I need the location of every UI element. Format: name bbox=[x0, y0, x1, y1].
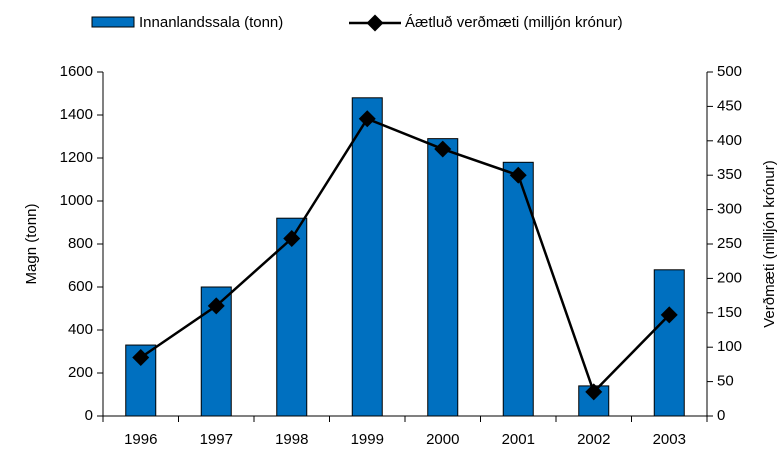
marker bbox=[509, 166, 527, 184]
marker bbox=[660, 306, 678, 324]
x-tick-label: 1999 bbox=[351, 431, 384, 448]
y2-tick-label: 100 bbox=[717, 338, 742, 355]
bar bbox=[578, 385, 610, 417]
legend-label: Innanlandssala (tonn) bbox=[139, 14, 283, 31]
y2-tick-label: 150 bbox=[717, 304, 742, 321]
y-tick-label: 1000 bbox=[60, 192, 93, 209]
y-tick-label: 800 bbox=[68, 235, 93, 252]
y-tick-label: 0 bbox=[85, 407, 93, 424]
bar bbox=[276, 217, 308, 417]
bar bbox=[351, 97, 383, 417]
y2-axis-title: Verðmæti (milljón krónur) bbox=[761, 160, 778, 328]
y2-tick-label: 300 bbox=[717, 201, 742, 218]
x-tick-label: 2000 bbox=[426, 431, 459, 448]
x-tick-label: 1997 bbox=[200, 431, 233, 448]
legend-marker bbox=[366, 14, 384, 32]
y2-tick-label: 50 bbox=[717, 373, 734, 390]
x-tick-label: 2003 bbox=[653, 431, 686, 448]
y2-tick-label: 350 bbox=[717, 166, 742, 183]
bar bbox=[653, 269, 685, 417]
y-tick-label: 200 bbox=[68, 364, 93, 381]
bar bbox=[502, 161, 534, 417]
legend-label: Áætluð verðmæti (milljón krónur) bbox=[405, 14, 623, 31]
y-tick-label: 600 bbox=[68, 278, 93, 295]
x-tick-label: 1996 bbox=[124, 431, 157, 448]
y2-tick-label: 500 bbox=[717, 63, 742, 80]
y2-tick-label: 0 bbox=[717, 407, 725, 424]
y-tick-label: 1200 bbox=[60, 149, 93, 166]
legend-swatch bbox=[91, 16, 135, 28]
marker bbox=[283, 230, 301, 247]
y2-tick-label: 450 bbox=[717, 97, 742, 114]
y2-tick-label: 250 bbox=[717, 235, 742, 252]
marker bbox=[358, 110, 376, 128]
marker bbox=[132, 349, 150, 367]
y2-tick-label: 400 bbox=[717, 132, 742, 149]
y-tick-label: 1400 bbox=[60, 106, 93, 123]
x-tick-label: 2001 bbox=[502, 431, 535, 448]
y-axis-title: Magn (tonn) bbox=[23, 204, 40, 285]
y-tick-label: 1600 bbox=[60, 63, 93, 80]
y-tick-label: 400 bbox=[68, 321, 93, 338]
marker bbox=[207, 297, 225, 315]
x-tick-label: 1998 bbox=[275, 431, 308, 448]
y2-tick-label: 200 bbox=[717, 269, 742, 286]
x-tick-label: 2002 bbox=[577, 431, 610, 448]
bar bbox=[427, 138, 459, 417]
marker bbox=[585, 383, 603, 401]
marker bbox=[434, 140, 452, 158]
line bbox=[140, 117, 671, 395]
